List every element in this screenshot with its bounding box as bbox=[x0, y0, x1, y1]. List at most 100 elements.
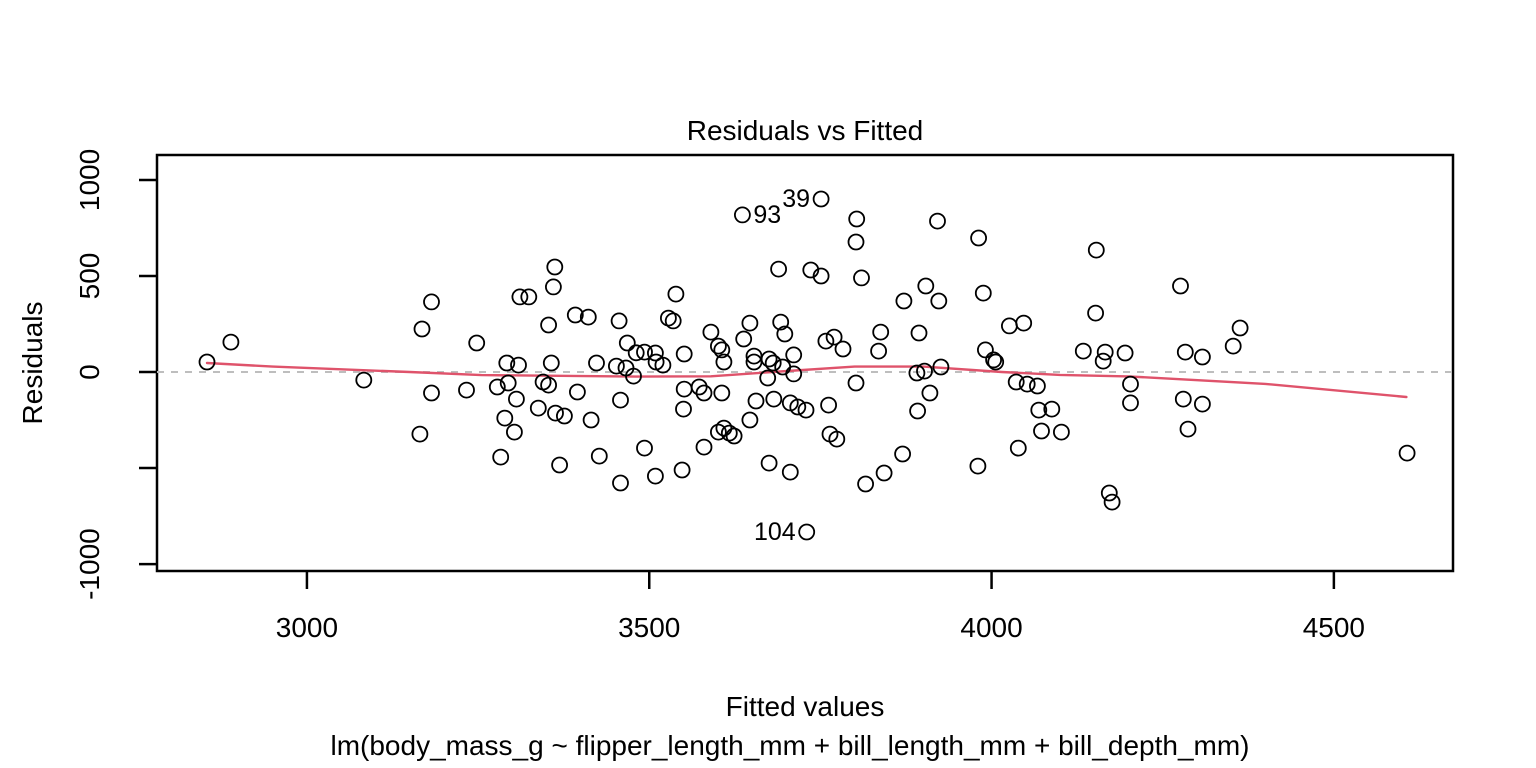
data-point bbox=[741, 314, 759, 332]
x-axis-ticks: 3000 3500 4000 4500 bbox=[276, 571, 1365, 643]
data-point bbox=[760, 350, 778, 368]
data-point bbox=[1224, 337, 1242, 355]
data-point bbox=[1087, 304, 1104, 322]
data-point bbox=[1122, 375, 1139, 393]
data-point bbox=[411, 425, 429, 443]
data-point bbox=[848, 210, 866, 228]
data-point bbox=[857, 475, 874, 493]
data-point bbox=[540, 316, 557, 334]
data-point bbox=[853, 269, 870, 287]
data-point bbox=[745, 353, 763, 371]
data-point bbox=[529, 399, 547, 417]
data-point bbox=[776, 325, 794, 343]
data-point bbox=[710, 423, 727, 441]
data-point bbox=[492, 448, 510, 466]
data-point bbox=[511, 288, 529, 306]
y-tick-label: -1000 bbox=[74, 528, 105, 600]
data-point bbox=[496, 409, 514, 427]
y-axis-ticks: 1000 500 0 -1000 bbox=[74, 149, 157, 600]
data-point bbox=[1029, 377, 1046, 395]
data-point bbox=[921, 384, 939, 402]
data-point bbox=[765, 390, 783, 408]
data-point bbox=[735, 330, 753, 348]
data-point bbox=[785, 365, 803, 383]
data-point bbox=[551, 456, 568, 474]
data-point bbox=[675, 400, 692, 418]
smooth-curve bbox=[205, 361, 1408, 399]
data-point bbox=[764, 354, 782, 372]
y-tick-label: 1000 bbox=[74, 149, 105, 211]
data-point bbox=[715, 353, 733, 371]
data-point bbox=[612, 391, 629, 409]
data-point bbox=[1009, 439, 1027, 457]
data-point bbox=[579, 308, 597, 326]
data-point bbox=[542, 354, 560, 372]
data-point bbox=[760, 454, 778, 472]
data-point bbox=[1172, 277, 1189, 295]
data-point bbox=[1398, 444, 1416, 462]
data-point bbox=[974, 284, 992, 302]
data-point bbox=[930, 292, 948, 310]
data-point bbox=[488, 378, 506, 396]
data-point bbox=[1094, 352, 1112, 370]
data-point bbox=[588, 354, 605, 372]
data-point bbox=[566, 306, 584, 324]
data-point bbox=[987, 353, 1005, 371]
data-point bbox=[1116, 344, 1134, 362]
data-point bbox=[1122, 394, 1139, 412]
y-tick-label: 0 bbox=[74, 364, 105, 380]
data-point bbox=[713, 341, 731, 359]
data-point bbox=[1231, 319, 1249, 337]
data-point bbox=[1030, 401, 1048, 419]
data-point bbox=[1043, 400, 1061, 418]
data-point bbox=[908, 364, 926, 382]
data-point bbox=[569, 383, 586, 401]
data-point bbox=[520, 288, 538, 306]
data-point bbox=[870, 342, 887, 360]
data-point bbox=[582, 411, 600, 429]
data-point bbox=[198, 353, 216, 371]
x-tick-label: 4500 bbox=[1303, 612, 1365, 643]
x-axis-label: Fitted values bbox=[726, 691, 885, 722]
data-point bbox=[812, 267, 830, 285]
data-point bbox=[590, 447, 608, 465]
data-point bbox=[508, 390, 525, 408]
data-point bbox=[875, 464, 893, 482]
data-point bbox=[969, 457, 987, 475]
data-point bbox=[612, 474, 629, 492]
outlier-label: 93 bbox=[753, 201, 781, 229]
data-point bbox=[510, 356, 527, 374]
data-point bbox=[1100, 484, 1118, 502]
data-point bbox=[458, 381, 475, 399]
data-point bbox=[1176, 343, 1194, 361]
data-point bbox=[741, 411, 759, 429]
data-point bbox=[929, 212, 946, 230]
data-point bbox=[647, 344, 664, 362]
data-point bbox=[770, 260, 787, 278]
data-point bbox=[547, 404, 564, 422]
data-point bbox=[797, 401, 815, 419]
data-point bbox=[540, 376, 557, 394]
data-point bbox=[970, 229, 987, 247]
data-point bbox=[895, 292, 913, 310]
data-point bbox=[847, 233, 865, 251]
data-point bbox=[785, 346, 803, 364]
data-point bbox=[627, 344, 645, 362]
data-point bbox=[618, 334, 636, 352]
data-point bbox=[664, 312, 682, 330]
data-point bbox=[423, 384, 440, 402]
data-point bbox=[710, 337, 727, 355]
data-point bbox=[789, 398, 807, 416]
data-point bbox=[1018, 375, 1036, 393]
data-point bbox=[725, 427, 743, 445]
data-point bbox=[675, 345, 693, 363]
data-point bbox=[747, 392, 765, 410]
data-point bbox=[932, 358, 950, 376]
model-formula-label: lm(body_mass_g ~ flipper_length_mm + bil… bbox=[330, 730, 1249, 761]
data-point bbox=[759, 369, 777, 387]
data-point bbox=[556, 407, 573, 425]
data-point bbox=[713, 384, 731, 402]
